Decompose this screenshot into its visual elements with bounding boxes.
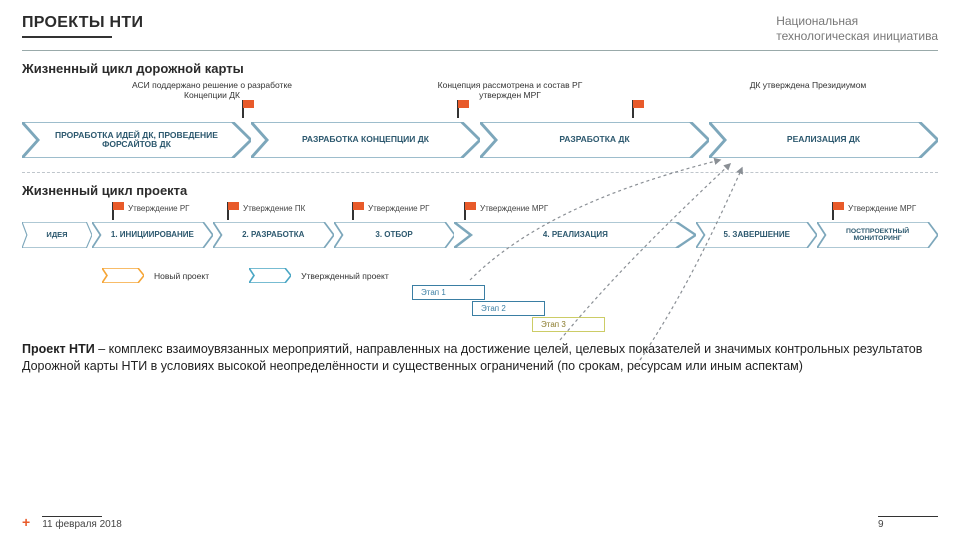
milestone-label: Утверждение РГ [128,204,190,213]
description: Проект НТИ – комплекс взаимоувязанных ме… [22,341,938,375]
flag-icon [240,100,254,118]
stage-chevron: 2. РАЗРАБОТКА [213,222,334,248]
flag-icon [455,100,469,118]
stage-chevron: 4. РЕАЛИЗАЦИЯ [454,222,696,248]
milestone-label: Утверждение РГ [368,204,430,213]
flag-icon [225,202,239,220]
org-name: Национальная технологическая инициатива [776,14,938,44]
etap-1: Этап 1 [412,285,485,300]
stage-chevron: ПРОРАБОТКА ИДЕЙ ДК, ПРОВЕДЕНИЕ ФОРСАЙТОВ… [22,122,251,158]
flag-icon [350,202,364,220]
milestone-label: Утверждение МРГ [480,204,548,213]
stage-chevron: 1. ИНИЦИИРОВАНИЕ [92,222,213,248]
lc1-milestones: АСИ поддержано решение о разработке Конц… [122,80,898,100]
lc2-chevrons: ИДЕЯ1. ИНИЦИИРОВАНИЕ2. РАЗРАБОТКА3. ОТБО… [22,222,938,258]
page-title: ПРОЕКТЫ НТИ [22,14,143,32]
flag-icon [830,202,844,220]
stage-chevron: РЕАЛИЗАЦИЯ ДК [709,122,938,158]
flag-icon [462,202,476,220]
legend-new-box [102,268,144,283]
flag-icon [630,100,644,118]
flag-icon [110,202,124,220]
stage-chevron: РАЗРАБОТКА КОНЦЕПЦИИ ДК [251,122,480,158]
lc1-flags [22,100,938,122]
lc1-chevrons: ПРОРАБОТКА ИДЕЙ ДК, ПРОВЕДЕНИЕ ФОРСАЙТОВ… [22,122,938,158]
etap-2: Этап 2 [472,301,545,316]
milestone-label: Утверждение МРГ [848,204,916,213]
lc1-title: Жизненный цикл дорожной карты [22,61,938,76]
plus-icon: + [22,514,30,530]
stage-chevron: РАЗРАБОТКА ДК [480,122,709,158]
etaps: Этап 1 Этап 2 Этап 3 [412,285,938,331]
stage-chevron: 3. ОТБОР [334,222,455,248]
legend-approved-box [249,268,291,283]
etap-3: Этап 3 [532,317,605,332]
header: ПРОЕКТЫ НТИ Национальная технологическая… [22,14,938,44]
milestone-label: Утверждение ПК [243,204,305,213]
legend: Новый проект Утвержденный проект [102,268,938,283]
lc2-title: Жизненный цикл проекта [22,183,938,198]
stage-chevron: ПОСТПРОЕКТНЫЙ МОНИТОРИНГ [817,222,938,248]
lc2-flags: Утверждение РГ Утверждение ПК Утверждение … [22,202,938,222]
stage-chevron: 5. ЗАВЕРШЕНИЕ [696,222,817,248]
stage-chevron: ИДЕЯ [22,222,92,248]
footer: + 11 февраля 2018 9 [22,514,938,530]
